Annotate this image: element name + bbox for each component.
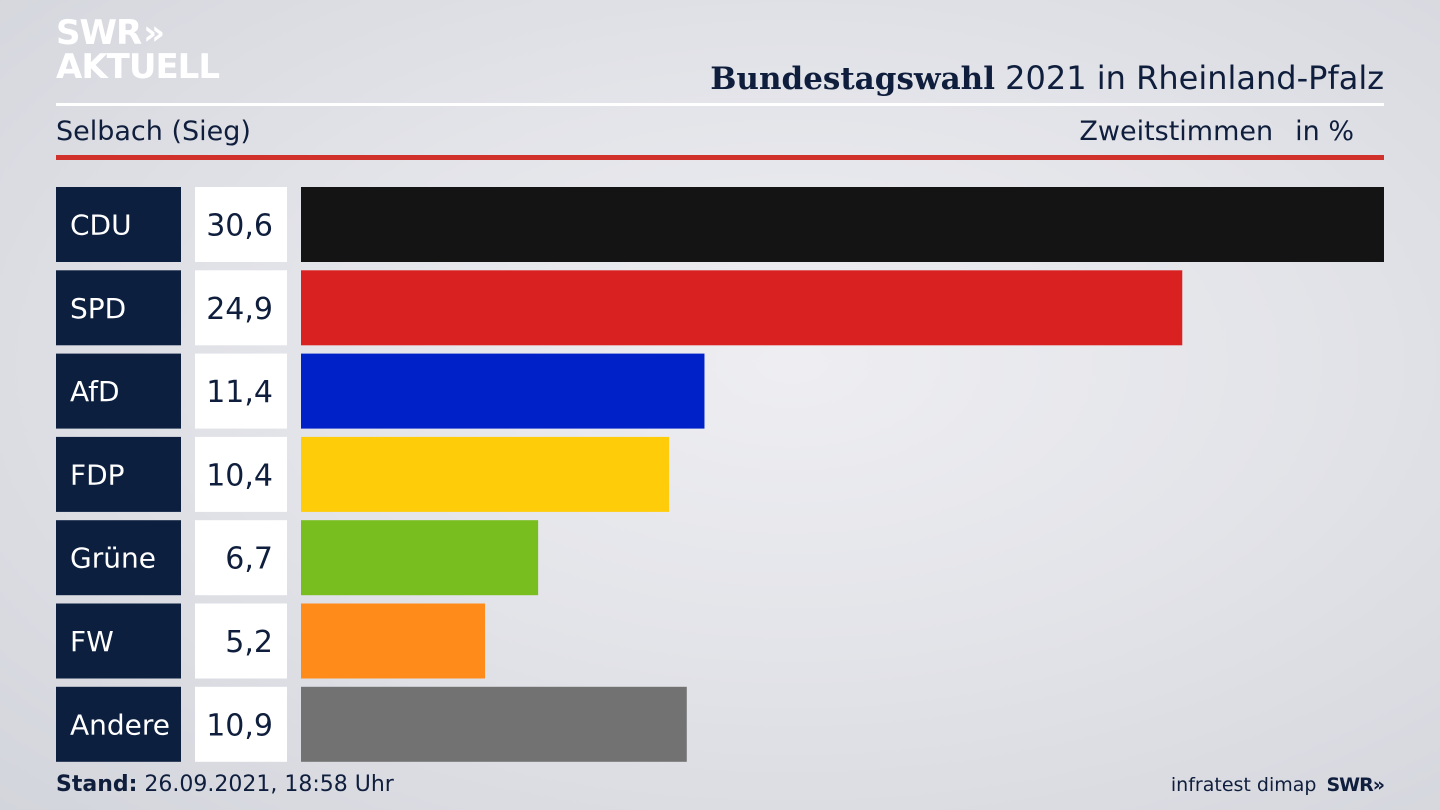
page-title: Bundestagswahl 2021 in Rheinland-Pfalz — [710, 58, 1384, 99]
timestamp-label: Stand: — [56, 772, 138, 797]
timestamp-value: 26.09.2021, 18:58 Uhr — [144, 772, 394, 797]
party-label-afd: AfD — [70, 375, 120, 408]
party-box-cdu — [56, 187, 181, 262]
measure-label: Zweitstimmen in % — [1079, 114, 1354, 150]
value-box-spd — [195, 270, 287, 346]
bar-fw — [301, 603, 486, 679]
value-label-fw: 5,2 — [225, 625, 273, 660]
value-label-spd: 24,9 — [206, 292, 273, 327]
logo-swr-text: SWR — [56, 13, 142, 53]
header-divider — [56, 103, 1384, 106]
party-label-fw: FW — [70, 625, 114, 658]
party-box-gr-ne — [56, 520, 181, 596]
party-box-afd — [56, 353, 181, 429]
bar-afd — [301, 353, 705, 429]
value-box-afd — [195, 353, 287, 429]
timestamp: Stand: 26.09.2021, 18:58 Uhr — [56, 770, 394, 800]
party-box-spd — [56, 270, 181, 346]
value-box-fdp — [195, 436, 287, 512]
party-box-andere — [56, 686, 181, 762]
measure-unit: in % — [1295, 116, 1354, 147]
party-label-gr-ne: Grüne — [70, 542, 156, 575]
value-label-fdp: 10,4 — [206, 458, 273, 493]
value-label-cdu: 30,6 — [206, 209, 273, 244]
party-label-andere: Andere — [70, 708, 170, 741]
title-bold: Bundestagswahl — [710, 61, 995, 97]
party-label-fdp: FDP — [70, 458, 125, 491]
value-label-gr-ne: 6,7 — [225, 542, 273, 577]
swr-aktuell-logo: SWR» AKTUELL — [56, 13, 220, 87]
accent-divider — [56, 155, 1384, 160]
logo-aktuell-text: AKTUELL — [56, 47, 220, 87]
source-credit: infratest dimap SWR» — [1170, 770, 1385, 800]
swr-brand-logo: SWR» — [1326, 774, 1385, 796]
value-box-andere — [195, 686, 287, 762]
location-subtitle: Selbach (Sieg) — [56, 116, 251, 147]
party-box-fdp — [56, 436, 181, 512]
value-label-afd: 11,4 — [206, 375, 273, 410]
value-label-andere: 10,9 — [206, 708, 273, 743]
bar-fdp — [301, 436, 670, 512]
party-label-spd: SPD — [70, 292, 126, 325]
bar-cdu — [301, 187, 1384, 262]
bar-spd — [301, 270, 1183, 346]
source-name: infratest dimap — [1170, 774, 1317, 796]
value-box-cdu — [195, 187, 287, 262]
party-box-fw — [56, 603, 181, 679]
value-box-fw — [195, 603, 287, 679]
title-rest: 2021 in Rheinland-Pfalz — [1005, 59, 1384, 97]
bar-andere — [301, 686, 687, 762]
value-box-gr-ne — [195, 520, 287, 596]
bar-gr-ne — [301, 520, 539, 596]
measure-name: Zweitstimmen — [1079, 116, 1274, 147]
party-label-cdu: CDU — [70, 209, 132, 242]
